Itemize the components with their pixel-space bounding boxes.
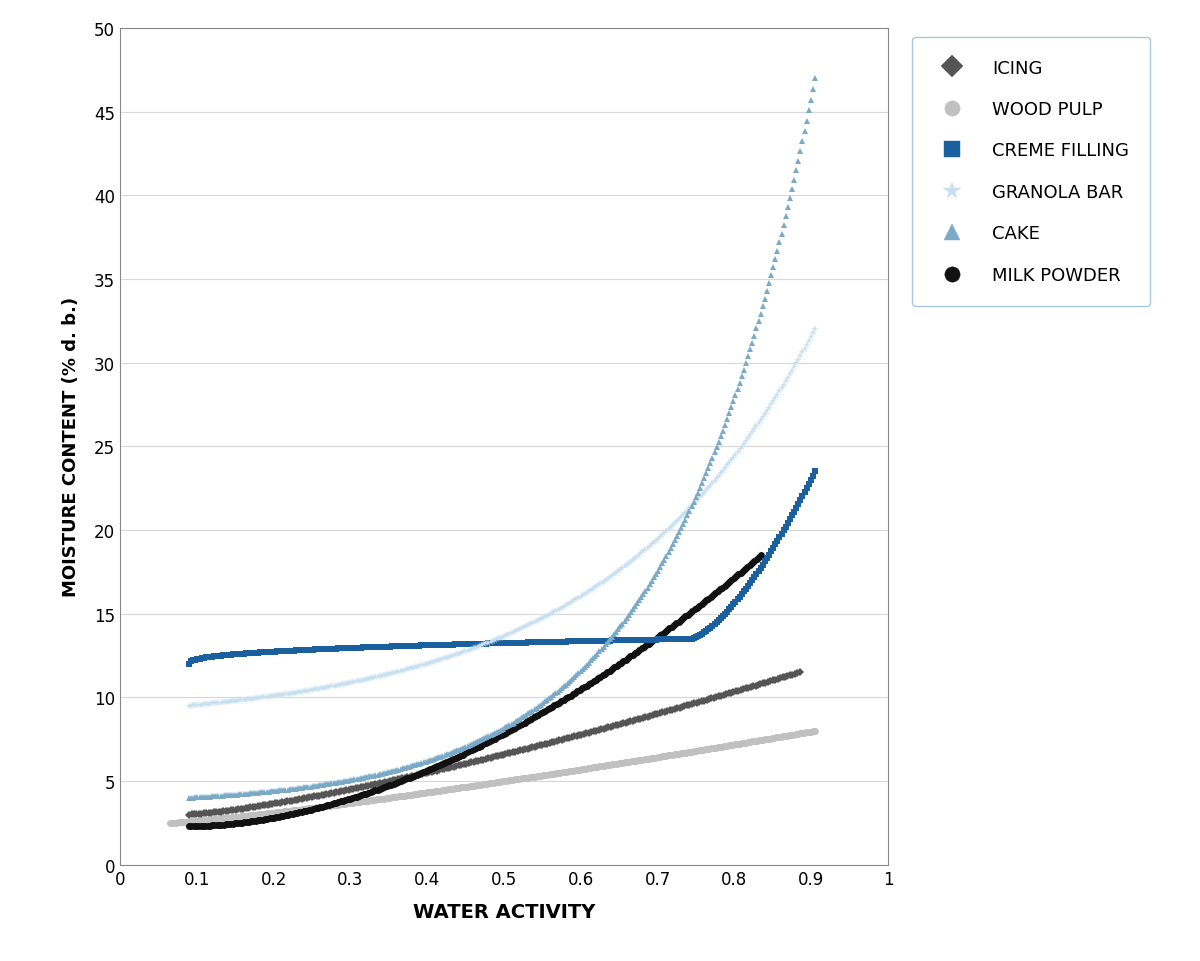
Legend: ICING, WOOD PULP, CREME FILLING, GRANOLA BAR, CAKE, MILK POWDER: ICING, WOOD PULP, CREME FILLING, GRANOLA… [912, 37, 1151, 307]
Y-axis label: MOISTURE CONTENT (% d. b.): MOISTURE CONTENT (% d. b.) [62, 297, 80, 597]
X-axis label: WATER ACTIVITY: WATER ACTIVITY [413, 901, 595, 921]
